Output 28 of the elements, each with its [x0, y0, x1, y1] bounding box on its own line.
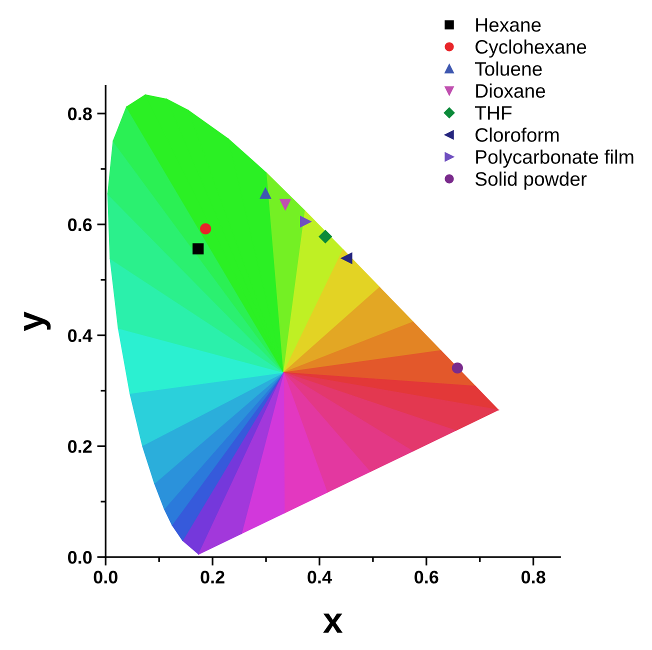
x-tick-label: 0.2	[200, 570, 224, 584]
legend-label: Hexane	[476, 18, 541, 32]
point	[200, 223, 212, 234]
y-tick-label: 0.8	[68, 107, 92, 120]
y-tick-label: 0.2	[68, 440, 92, 453]
y-tick-label: 0.4	[68, 329, 92, 342]
x-tick-label: 0.4	[308, 570, 332, 584]
legend-label: Solid powder	[475, 172, 587, 190]
legend-label: Polycarbonate film	[476, 150, 634, 168]
legend-label: THF	[474, 106, 512, 120]
x-tick-label: 0.0	[94, 570, 118, 584]
legend-label: Toluene	[474, 62, 542, 76]
point	[260, 188, 272, 199]
x-tick-label: 0.8	[522, 570, 546, 584]
point	[452, 362, 463, 374]
y-tick-label: 0.6	[68, 218, 92, 232]
point	[280, 198, 291, 210]
x-tick-label: 0.6	[414, 570, 438, 584]
point	[318, 230, 332, 244]
point	[192, 243, 204, 254]
legend-label: Dioxane	[476, 84, 546, 98]
point	[341, 252, 352, 264]
legend-label: Cloroform	[476, 128, 559, 142]
point	[300, 216, 312, 228]
y-tick-label: 0.0	[68, 550, 92, 564]
y-axis-title: y	[24, 312, 51, 332]
legend-label: Cyclohexane	[476, 40, 586, 58]
x-axis-title: x	[323, 614, 343, 633]
